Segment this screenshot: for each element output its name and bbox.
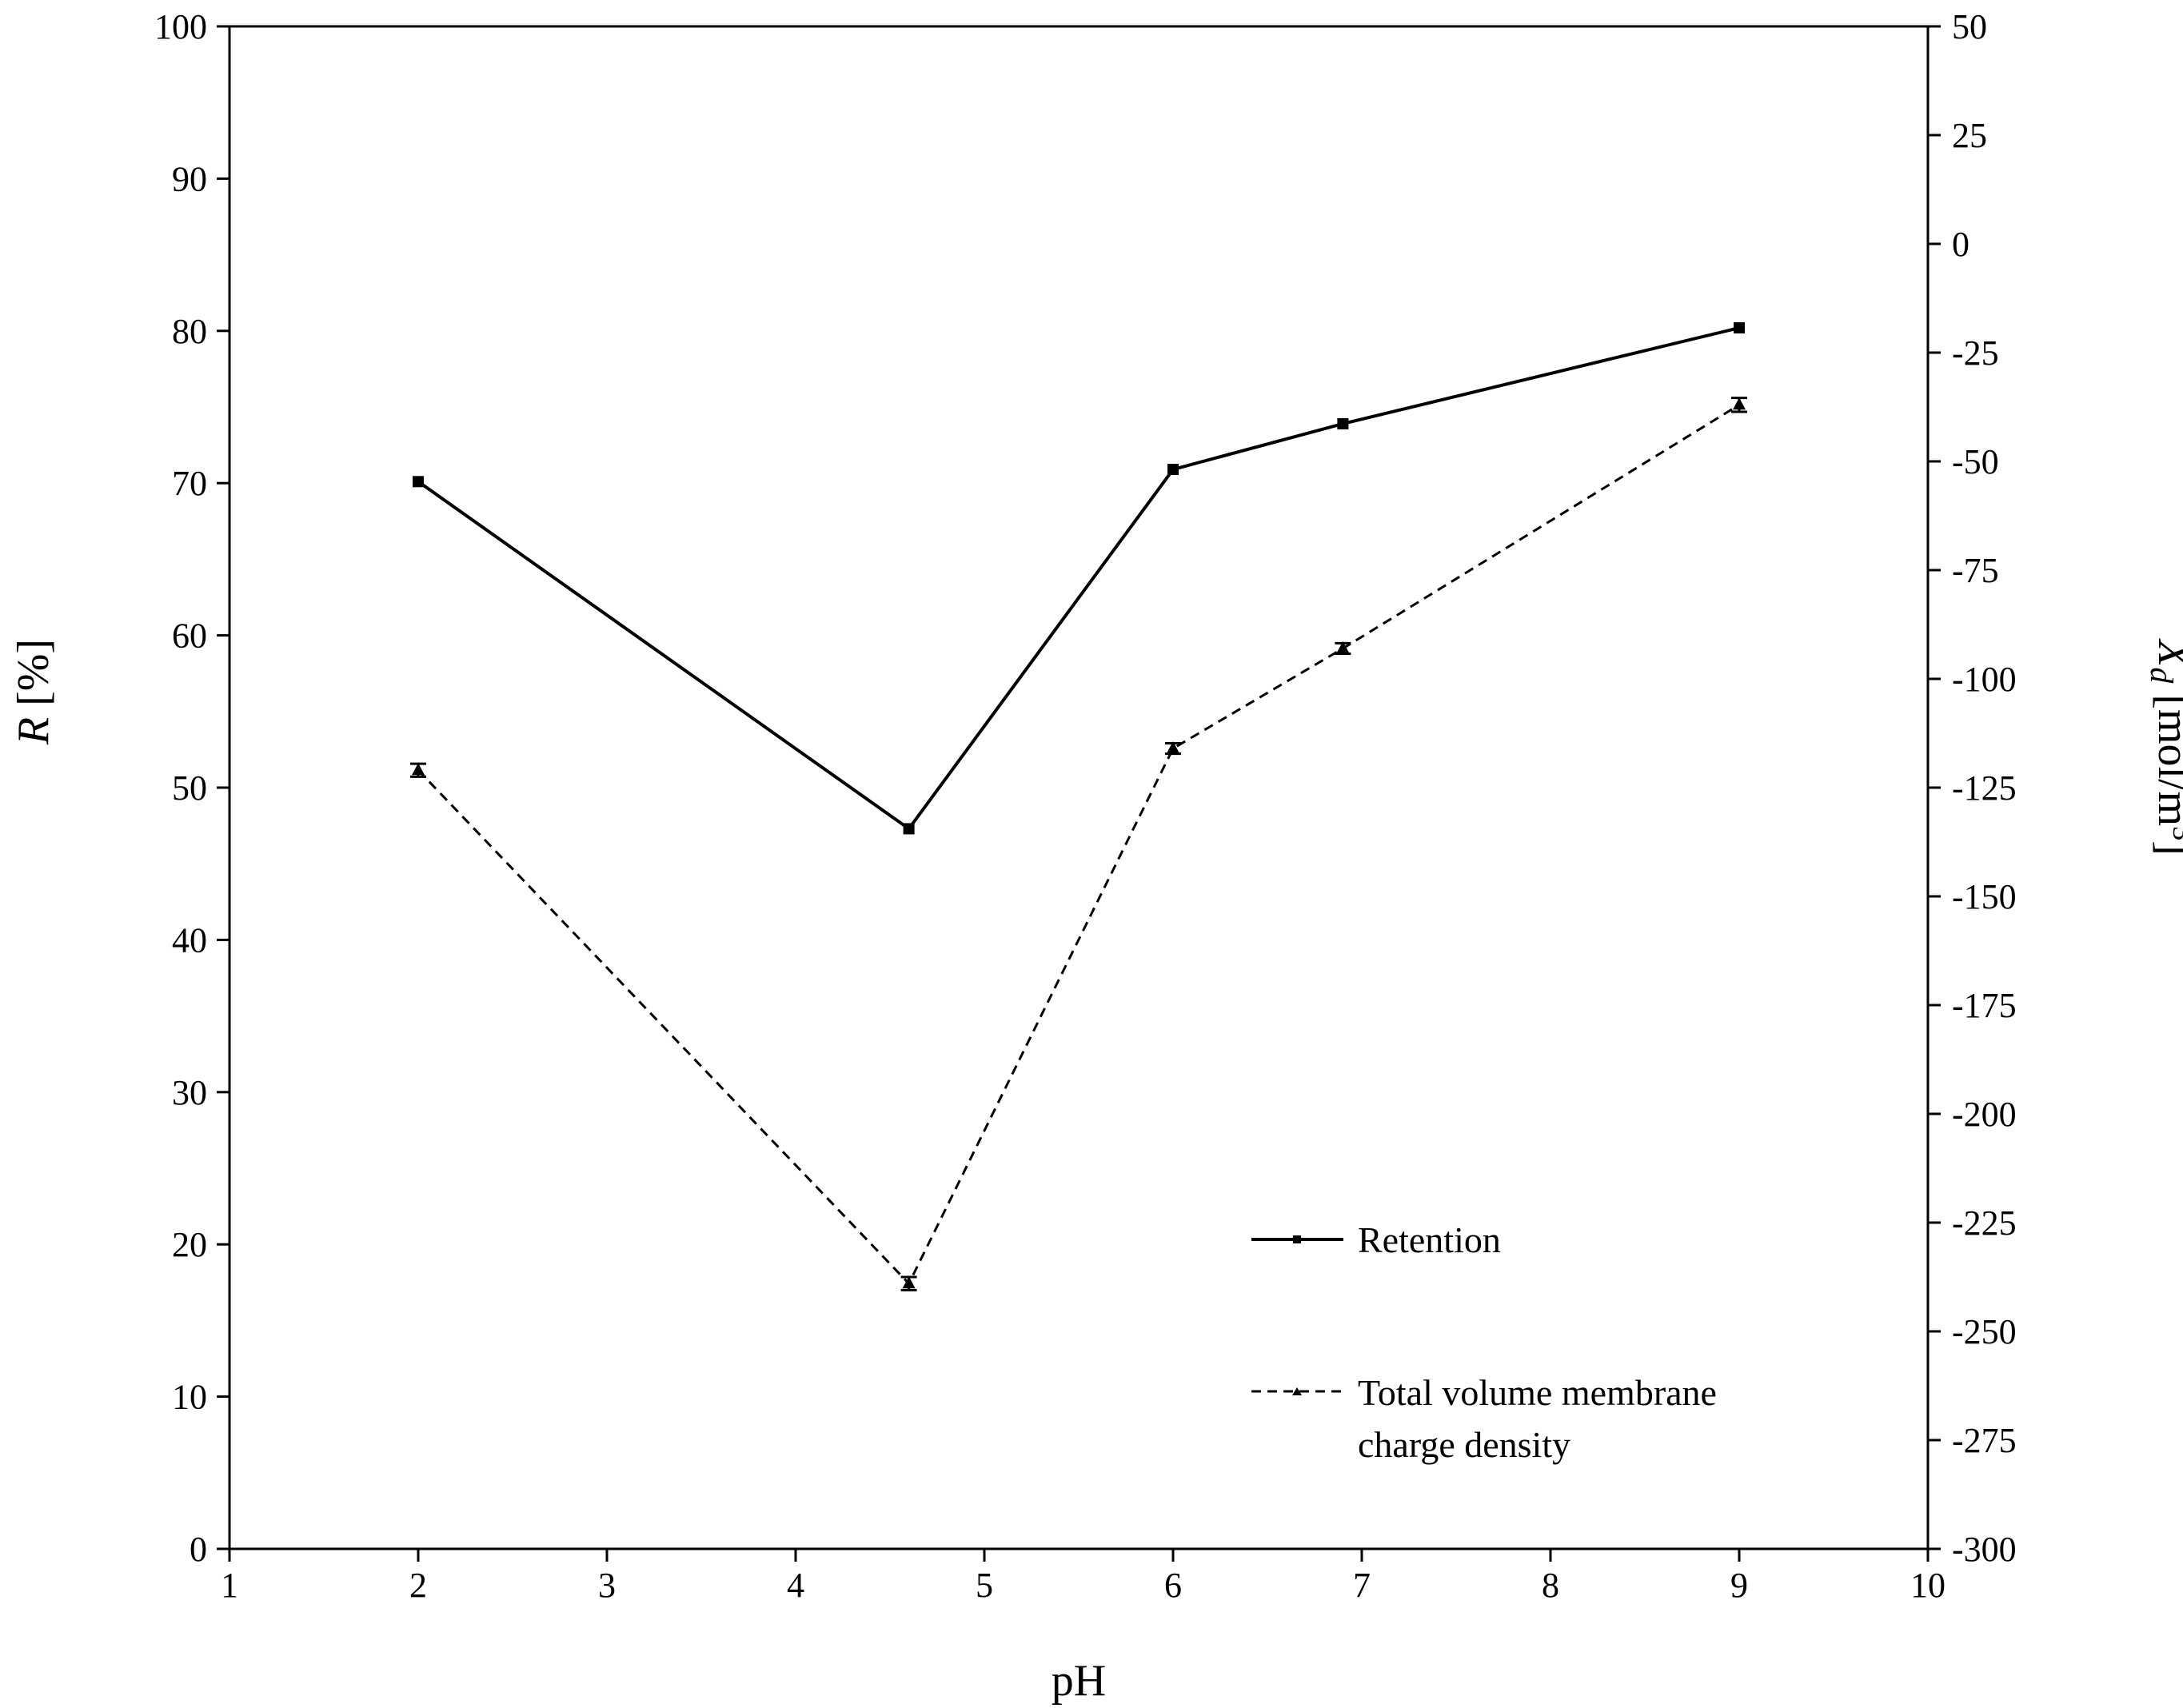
x-tick-label: 10 <box>1910 1566 1946 1605</box>
left-y-tick-label: 10 <box>172 1378 207 1417</box>
legend: Retention Total volume membrane charge d… <box>1251 1219 1717 1465</box>
left-y-axis-title-unit: [%] <box>9 639 58 717</box>
retention-series-point <box>903 823 915 835</box>
left-y-axis-title: R [%] <box>9 639 58 745</box>
charge-density-series-point <box>1167 741 1179 754</box>
retention-series-point <box>1734 321 1745 333</box>
right-y-tick-label: -125 <box>1952 768 2017 808</box>
x-tick-label: 8 <box>1542 1566 1559 1605</box>
left-y-axis-ticks: 0 10 20 30 40 50 60 70 80 90 100 <box>154 7 229 1569</box>
charge-density-series-line <box>417 404 1740 1286</box>
right-y-tick-label: -250 <box>1952 1312 2017 1351</box>
x-tick-label: 5 <box>976 1566 993 1605</box>
right-y-tick-label: -75 <box>1952 551 1999 590</box>
left-y-tick-label: 100 <box>154 7 207 46</box>
left-y-tick-label: 90 <box>172 159 207 198</box>
left-y-tick-label: 30 <box>172 1073 207 1112</box>
x-tick-label: 2 <box>409 1566 427 1605</box>
charge-density-series-point <box>1336 640 1350 653</box>
retention-series-point <box>1337 417 1349 429</box>
right-y-tick-label: -200 <box>1952 1095 2017 1134</box>
right-y-axis-title-symbol: X <box>2149 638 2183 669</box>
left-y-tick-label: 80 <box>172 312 207 351</box>
series-layer <box>410 321 1747 1291</box>
left-y-tick-label: 70 <box>172 464 207 503</box>
left-y-tick-label: 40 <box>172 920 207 960</box>
right-y-tick-label: 25 <box>1952 116 1987 155</box>
right-y-tick-label: -225 <box>1952 1203 2017 1243</box>
right-y-axis-title-subscript: d <box>2144 667 2180 684</box>
retention-series-point <box>413 476 424 488</box>
x-axis-ticks: 1 2 3 4 5 6 7 8 9 10 <box>221 1549 1946 1605</box>
right-y-tick-label: -300 <box>1952 1530 2017 1569</box>
x-tick-label: 1 <box>221 1566 238 1605</box>
x-tick-label: 3 <box>598 1566 616 1605</box>
retention-series-point <box>1167 464 1179 476</box>
x-tick-label: 9 <box>1730 1566 1748 1605</box>
right-y-tick-label: -275 <box>1952 1421 2017 1460</box>
charge-density-series-point <box>902 1276 916 1289</box>
x-tick-label: 7 <box>1353 1566 1371 1605</box>
right-y-tick-label: -25 <box>1952 333 1999 373</box>
right-y-axis-title-close: ] <box>2149 840 2183 856</box>
legend-charge-density-marker <box>1292 1387 1302 1395</box>
right-y-axis-title-unit: [mol/m <box>2149 683 2183 826</box>
x-tick-label: 6 <box>1164 1566 1182 1605</box>
left-y-axis-title-symbol: R <box>9 717 58 745</box>
plot-frame <box>228 25 1930 1550</box>
right-y-axis-ticks: -300-275-250-225-200-175-150-125-100-75-… <box>1928 7 2017 1569</box>
right-y-tick-label: 0 <box>1952 225 1969 264</box>
right-y-tick-label: -150 <box>1952 877 2017 916</box>
right-y-tick-label: 50 <box>1952 7 1987 46</box>
left-y-tick-label: 0 <box>190 1530 207 1569</box>
legend-charge-density-label-line1: Total volume membrane <box>1358 1372 1717 1413</box>
legend-retention-marker <box>1293 1235 1301 1243</box>
x-tick-label: 4 <box>787 1566 804 1605</box>
charge-density-series-point <box>1733 397 1746 410</box>
left-y-tick-label: 60 <box>172 617 207 656</box>
right-y-axis-title-superscript: 3 <box>2167 826 2183 840</box>
right-y-tick-label: -50 <box>1952 442 1999 481</box>
legend-charge-density-label-line2: charge density <box>1358 1424 1570 1465</box>
charge-density-series-point <box>412 763 425 776</box>
left-y-tick-label: 20 <box>172 1225 207 1264</box>
legend-retention-label: Retention <box>1358 1219 1501 1260</box>
retention-series-line <box>417 326 1740 832</box>
right-y-axis-title: Xd [mol/m3] <box>2144 638 2183 856</box>
right-y-tick-label: -100 <box>1952 660 2017 699</box>
right-y-tick-label: -175 <box>1952 986 2017 1025</box>
x-axis-title: pH <box>1052 1656 1106 1706</box>
left-y-tick-label: 50 <box>172 768 207 808</box>
